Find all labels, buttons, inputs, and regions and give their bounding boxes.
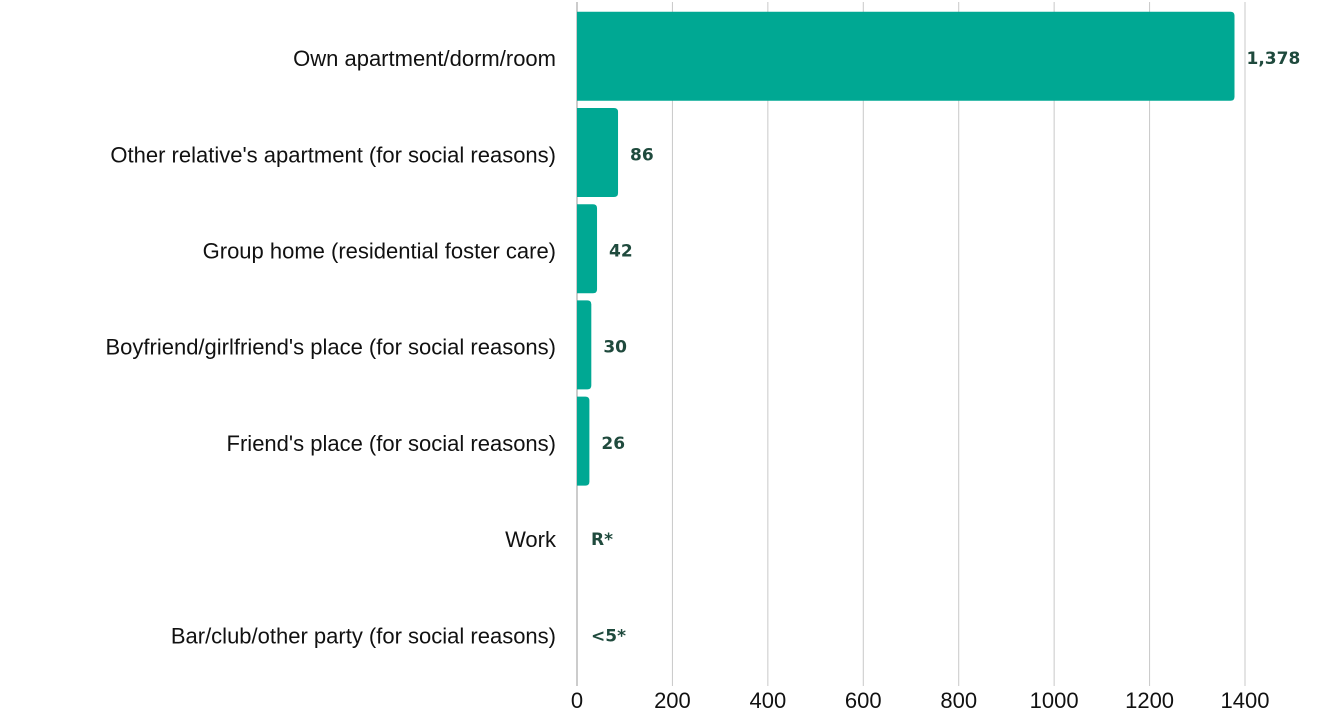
- data-labels: 1,378 86 42 30 26 R* <5*: [591, 49, 1300, 646]
- bar: [577, 11, 1235, 101]
- bar: [577, 300, 592, 390]
- x-tick-label: 600: [845, 688, 882, 713]
- data-label: 30: [603, 338, 627, 358]
- data-label: 86: [630, 145, 654, 165]
- x-tick-label: 800: [940, 688, 977, 713]
- x-tick-label: 1400: [1221, 688, 1270, 713]
- category-label: Group home (residential foster care): [203, 239, 556, 264]
- bar: [577, 396, 590, 486]
- data-label: 42: [609, 242, 633, 262]
- bar: [577, 204, 598, 294]
- category-label: Work: [505, 527, 557, 552]
- category-label: Friend's place (for social reasons): [227, 431, 556, 456]
- category-label: Boyfriend/girlfriend's place (for social…: [105, 335, 556, 360]
- x-tick-label: 0: [571, 688, 583, 713]
- data-label: 26: [601, 434, 625, 454]
- category-label: Bar/club/other party (for social reasons…: [171, 623, 556, 648]
- data-label: 1,378: [1247, 49, 1301, 69]
- data-label: R*: [591, 530, 613, 550]
- category-labels: Own apartment/dorm/room Other relative's …: [105, 46, 557, 648]
- category-label: Other relative's apartment (for social r…: [110, 142, 556, 167]
- x-tick-label: 200: [654, 688, 691, 713]
- x-tick-label: 1000: [1030, 688, 1079, 713]
- data-label: <5*: [591, 626, 626, 646]
- gridlines: [576, 2, 1246, 686]
- bars: [577, 11, 1235, 486]
- x-tick-label: 400: [749, 688, 786, 713]
- category-label: Own apartment/dorm/room: [293, 46, 556, 71]
- x-axis-ticks: 0 200 400 600 800 1000 1200 1400: [571, 688, 1270, 713]
- x-tick-label: 1200: [1125, 688, 1174, 713]
- bar: [577, 108, 619, 197]
